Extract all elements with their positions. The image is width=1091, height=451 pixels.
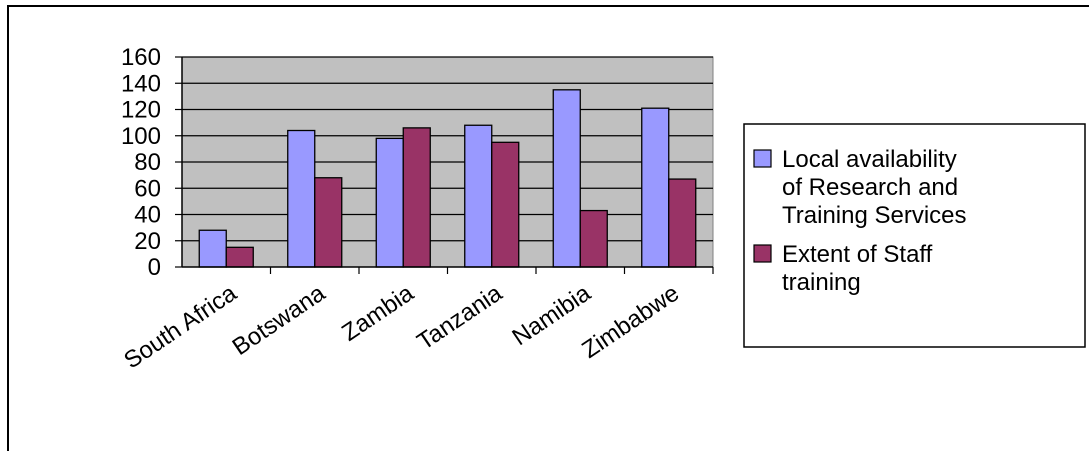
y-tick-label: 0 (148, 254, 161, 281)
bar-staff-training-namibia (579, 209, 608, 268)
y-tick-label: 40 (134, 202, 161, 229)
legend: Local availability of Research and Trainin… (743, 123, 1086, 348)
bar-staff-training-botswana (314, 177, 343, 268)
legend-box (743, 123, 1086, 348)
bar-local-availability-namibia (552, 89, 581, 268)
legend-swatch (753, 149, 772, 168)
bar-local-availability-south-africa (198, 229, 227, 268)
bar-staff-training-zambia (402, 127, 431, 268)
bars (198, 89, 697, 268)
legend-swatch (753, 244, 772, 263)
y-tick-label: 60 (134, 175, 161, 202)
x-tick-label: Zimbabwe (577, 280, 684, 364)
y-tick-label: 120 (121, 97, 161, 124)
bar-staff-training-zimbabwe (668, 178, 697, 268)
gridlines (182, 56, 713, 242)
bar-staff-training-south-africa (225, 246, 254, 268)
y-tick-label: 20 (134, 228, 161, 255)
bar-local-availability-zimbabwe (641, 107, 670, 268)
legend-label: Extent of Staff training (782, 241, 933, 296)
legend-label: Local availability of Research and Trainin… (782, 146, 967, 229)
bar-local-availability-tanzania (464, 124, 493, 268)
y-tick-label: 100 (121, 123, 161, 150)
x-tick-label: South Africa (119, 279, 242, 374)
axes (175, 56, 714, 274)
y-tick-label: 140 (121, 70, 161, 97)
chart-frame (7, 5, 1089, 451)
x-tick-label: Zambia (337, 279, 419, 346)
y-tick-label: 80 (134, 149, 161, 176)
bar-staff-training-tanzania (491, 141, 520, 268)
bar-local-availability-botswana (287, 129, 316, 268)
y-tick-label: 160 (121, 44, 161, 71)
x-tick-label: Botswana (228, 279, 331, 361)
bar-local-availability-zambia (375, 137, 404, 268)
x-tick-label: Tanzania (412, 279, 507, 355)
